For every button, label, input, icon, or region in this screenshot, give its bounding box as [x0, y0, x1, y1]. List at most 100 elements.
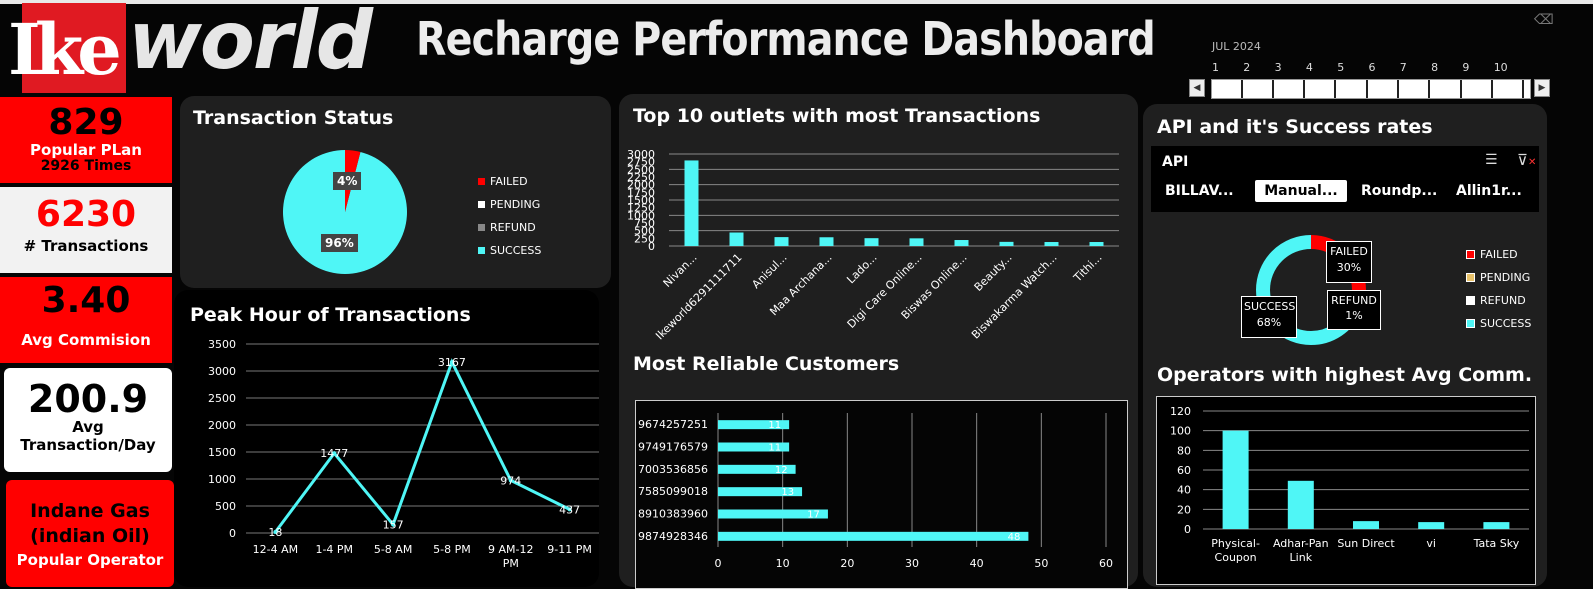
x-tick-label: Anisul... [749, 251, 789, 291]
bar [1353, 521, 1379, 529]
peak-hour-title: Peak Hour of Transactions [190, 304, 471, 326]
kpi-avg-transactions-day: 200.9 Avg Transaction/Day [4, 368, 172, 472]
y-tick-label: 20 [1177, 503, 1191, 516]
timeline-day-label[interactable]: 10 [1493, 61, 1508, 74]
x-tick-label: Tata Sky [1473, 537, 1520, 550]
api-legend-pending: PENDING [1466, 271, 1531, 284]
y-tick-label: 2000 [208, 419, 236, 432]
legend-failed: FAILED [478, 175, 541, 188]
x-tick-label: Beauty... [972, 251, 1015, 294]
y-tick-label: 3000 [627, 148, 655, 161]
kpi-operator-label: Popular Operator [16, 551, 164, 569]
api-legend: FAILED PENDING REFUND SUCCESS [1466, 248, 1531, 330]
api-slicer: API ☰ ⊽✕ BILLAV... Manual... Roundp... A… [1151, 146, 1539, 212]
y-tick-label: 2500 [627, 163, 655, 176]
timeline-track[interactable] [1211, 79, 1531, 99]
x-tick-label: 9-11 PM [547, 543, 592, 556]
clear-filter-icon[interactable]: ⌫ [1534, 12, 1554, 28]
timeline-day-label[interactable]: 6 [1368, 61, 1376, 74]
bar [999, 241, 1014, 246]
reliable-customers-frame: 0 10 20 30 40 50 60 11 9674257251 11 9749176579 12 7… [635, 400, 1128, 589]
bar [1483, 522, 1510, 529]
donut-success-pct: 68% [1256, 316, 1282, 329]
operators-chart: 0 20 40 60 80 100 120 Physical-Coupon Adhar-PanL… [1170, 405, 1529, 564]
bar [1089, 242, 1104, 246]
donut-failed-label: FAILED [1330, 245, 1368, 258]
multi-select-icon[interactable]: ☰ [1485, 152, 1498, 168]
bar [718, 464, 796, 474]
timeline-day-label[interactable]: 1 [1212, 61, 1219, 74]
api-panel: API and it's Success rates API ☰ ⊽✕ BILL… [1143, 104, 1547, 587]
y-tick-label: 1000 [208, 473, 236, 486]
dashboard-title: Recharge Performance Dashboard [416, 12, 1156, 66]
timeline-scroll-right-icon[interactable]: ▶ [1534, 79, 1550, 97]
api-button-manual[interactable]: Manual... [1255, 180, 1347, 202]
api-button-roundp[interactable]: Roundp... [1361, 183, 1438, 199]
timeline-day-label[interactable]: 5 [1337, 61, 1345, 74]
y-tick-label: 2750 [627, 156, 655, 169]
x-tick-label: 10 [776, 557, 790, 570]
kpi-popular-operator: Indane Gas (indian Oil) Popular Operator [6, 480, 174, 587]
kpi-operator-line2: (indian Oil) [30, 525, 150, 547]
kpi-commission-label: Avg Commision [21, 331, 151, 349]
bar [1287, 480, 1314, 529]
y-tick-label: 1750 [627, 186, 655, 199]
kpi-avg-day-label2: Transaction/Day [20, 436, 156, 454]
bar [718, 442, 790, 452]
clear-filter-funnel-icon[interactable]: ⊽✕ [1517, 151, 1537, 169]
y-tick-label: 2250 [627, 171, 655, 184]
api-button-allin1r[interactable]: Allin1r... [1456, 183, 1522, 199]
x-tick-label: 50 [1034, 557, 1048, 570]
y-tick-label: 9749176579 [638, 441, 708, 454]
y-tick-label: 2000 [627, 179, 655, 192]
data-label: 1477 [320, 447, 348, 460]
bar [864, 238, 879, 246]
pie-success-label: 96% [321, 234, 358, 252]
timeline-day-label[interactable]: 2 [1243, 61, 1251, 74]
window-top-strip [0, 0, 1593, 4]
x-tick-label: Adhar-Pan [1273, 537, 1329, 550]
donut-failed-pct: 30% [1336, 261, 1362, 274]
y-tick-label: 0 [648, 240, 655, 253]
bar [819, 237, 834, 246]
bar [774, 237, 789, 246]
bar [1418, 522, 1445, 529]
x-tick-label: 12-4 AM [253, 543, 298, 556]
kpi-popular-plan: 829 Popular PLan 2926 Times [0, 97, 172, 183]
data-point [508, 478, 513, 483]
kpi-transactions: 6230 # Transactions [0, 187, 172, 273]
pie-failed-label: 4% [333, 172, 362, 190]
series-line [274, 358, 571, 533]
donut-success-callout: SUCCESS 68% [1241, 296, 1297, 338]
timeline-day-label[interactable]: 3 [1274, 61, 1282, 74]
api-button-billav[interactable]: BILLAV... [1165, 183, 1234, 199]
data-label: 13 [781, 487, 794, 498]
kpi-popular-plan-label: Popular PLan [30, 141, 142, 159]
x-tick-label: Ikeworld6291111711 [653, 251, 744, 342]
y-tick-label: 9874928346 [638, 530, 708, 543]
timeline-day-label[interactable]: 8 [1431, 61, 1439, 74]
data-point [332, 451, 337, 456]
x-tick-label: Digi Care Online... [845, 251, 925, 331]
x-tick-label: Coupon [1215, 551, 1257, 564]
data-point [567, 507, 572, 512]
transaction-status-panel: Transaction Status 4% 96% FAILED PENDING… [180, 96, 611, 288]
data-label: 437 [559, 503, 580, 516]
api-panel-title: API and it's Success rates [1157, 116, 1433, 138]
x-tick-label: Nivan... [661, 251, 700, 290]
timeline-day-label[interactable]: 9 [1462, 61, 1470, 74]
x-tick-label: vi [1426, 537, 1436, 550]
transaction-status-legend: FAILED PENDING REFUND SUCCESS [478, 175, 541, 257]
bar [684, 160, 699, 246]
data-point [273, 530, 278, 535]
timeline-day-label[interactable]: 7 [1399, 61, 1407, 74]
kpi-popular-plan-value: 829 [48, 102, 124, 143]
data-point [391, 522, 396, 527]
kpi-commission-value: 3.40 [41, 280, 131, 321]
timeline-day-label[interactable]: 4 [1305, 61, 1313, 74]
y-tick-label: 120 [1170, 405, 1191, 418]
y-tick-label: 2500 [208, 392, 236, 405]
legend-pending: PENDING [478, 198, 541, 211]
timeline-scroll-left-icon[interactable]: ◀ [1189, 79, 1205, 97]
